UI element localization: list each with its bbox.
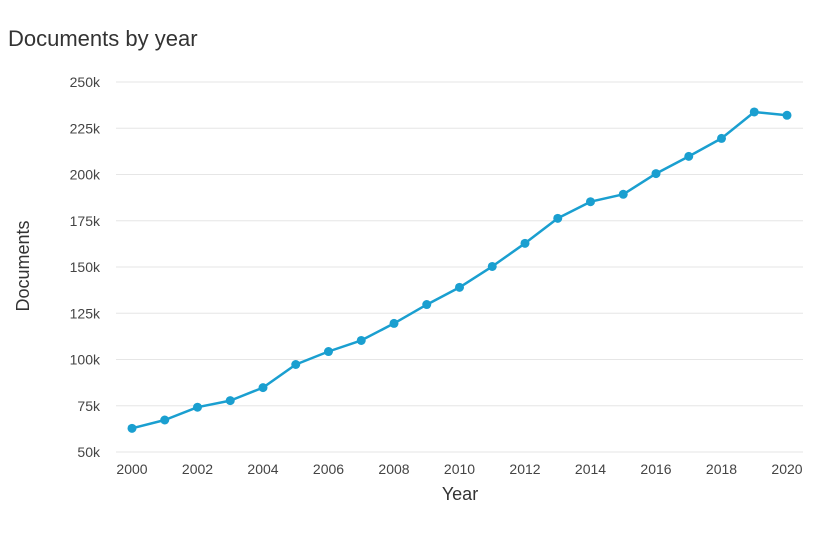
y-tick-label: 50k [77,444,101,460]
y-axis-title: Documents [13,220,33,311]
x-axis-ticks: 2000 2002 2004 2006 2008 2010 2012 2014 2016 2018… [116,461,802,477]
y-tick-label: 200k [70,167,101,183]
y-tick-label: 150k [70,259,101,275]
data-point[interactable] [324,347,333,357]
x-tick-label: 2000 [116,461,147,477]
x-tick-label: 2010 [444,461,475,477]
x-tick-label: 2014 [575,461,606,477]
data-point[interactable] [389,318,399,328]
x-tick-label: 2002 [182,461,213,477]
data-point[interactable] [291,359,301,369]
x-tick-label: 2012 [509,461,540,477]
y-tick-label: 250k [70,74,101,90]
data-point[interactable] [356,335,366,345]
x-tick-label: 2018 [706,461,737,477]
x-tick-label: 2020 [771,461,802,477]
data-point[interactable] [258,383,268,393]
data-point[interactable] [553,213,563,223]
y-tick-label: 225k [70,120,101,136]
y-tick-label: 75k [77,398,101,414]
x-tick-label: 2016 [640,461,671,477]
y-tick-label: 175k [70,213,101,229]
data-point[interactable] [422,300,432,310]
data-point[interactable] [455,282,464,292]
data-point[interactable] [684,151,694,161]
x-tick-label: 2008 [378,461,409,477]
y-axis-ticks: 50k 75k 100k 125k 150k 175k 200k 225k 250k [70,74,101,460]
data-point[interactable] [651,169,661,179]
data-point[interactable] [127,423,137,433]
x-tick-label: 2006 [313,461,344,477]
y-tick-label: 100k [70,352,101,368]
data-point[interactable] [160,415,170,425]
data-point[interactable] [618,189,628,199]
y-tick-label: 125k [70,305,101,321]
data-point[interactable] [749,107,759,117]
x-axis-title: Year [442,484,478,504]
chart-title: Documents by year [8,26,198,51]
x-tick-label: 2004 [247,461,278,477]
data-point[interactable] [487,261,497,271]
data-point[interactable] [782,110,792,120]
data-point[interactable] [586,197,595,207]
series-documents [127,107,792,433]
grid-layer [116,81,803,453]
data-point[interactable] [717,133,726,143]
data-point[interactable] [225,396,235,406]
data-point[interactable] [193,402,202,412]
data-point[interactable] [520,238,530,248]
